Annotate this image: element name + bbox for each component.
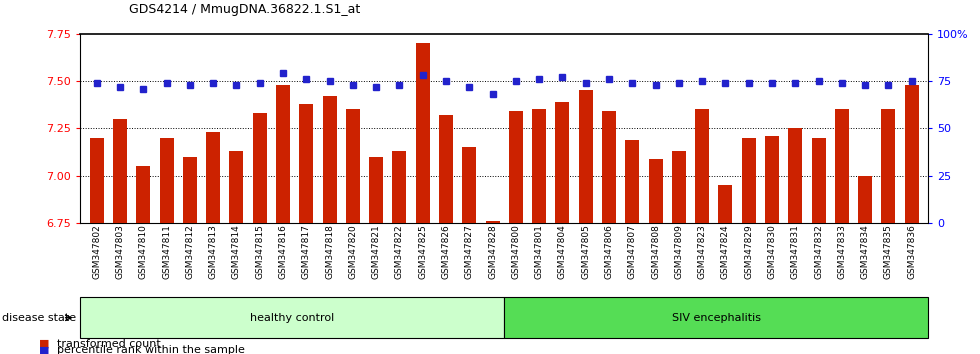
Bar xyxy=(369,157,383,223)
Bar xyxy=(113,119,127,223)
Bar xyxy=(206,132,220,223)
Bar xyxy=(695,109,710,223)
Bar xyxy=(625,140,639,223)
Bar xyxy=(416,43,429,223)
Text: GDS4214 / MmugDNA.36822.1.S1_at: GDS4214 / MmugDNA.36822.1.S1_at xyxy=(129,3,361,16)
Bar xyxy=(742,138,756,223)
Bar xyxy=(858,176,872,223)
Text: transformed count: transformed count xyxy=(57,339,161,349)
Bar xyxy=(788,128,803,223)
Bar xyxy=(835,109,849,223)
Bar xyxy=(602,111,616,223)
Bar xyxy=(905,85,918,223)
Bar xyxy=(649,159,662,223)
Bar xyxy=(718,185,732,223)
Bar xyxy=(672,151,686,223)
Bar xyxy=(392,151,407,223)
Bar xyxy=(485,221,500,223)
Bar xyxy=(811,138,825,223)
Bar xyxy=(439,115,453,223)
Bar xyxy=(579,90,593,223)
Bar xyxy=(532,109,546,223)
Bar xyxy=(556,102,569,223)
Bar xyxy=(346,109,360,223)
Bar xyxy=(509,111,523,223)
Bar xyxy=(322,96,336,223)
Text: healthy control: healthy control xyxy=(250,313,334,323)
Bar xyxy=(463,147,476,223)
Bar xyxy=(253,113,267,223)
Bar xyxy=(229,151,243,223)
Text: ■: ■ xyxy=(39,346,50,354)
Bar xyxy=(276,85,290,223)
Text: percentile rank within the sample: percentile rank within the sample xyxy=(57,346,245,354)
Text: ■: ■ xyxy=(39,339,50,349)
Bar xyxy=(136,166,150,223)
Bar xyxy=(183,157,197,223)
Bar xyxy=(765,136,779,223)
Bar xyxy=(90,138,104,223)
Bar xyxy=(299,104,314,223)
Bar xyxy=(881,109,896,223)
Text: SIV encephalitis: SIV encephalitis xyxy=(671,313,760,323)
Text: disease state: disease state xyxy=(2,313,76,323)
Bar xyxy=(160,138,173,223)
